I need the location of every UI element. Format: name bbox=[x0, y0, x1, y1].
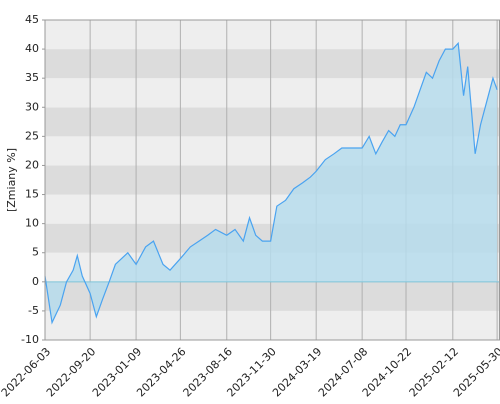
y-tick-label: 20 bbox=[25, 158, 39, 171]
grid-band bbox=[45, 49, 500, 79]
y-tick-label: 45 bbox=[25, 13, 39, 26]
grid-band bbox=[45, 281, 500, 311]
line bbox=[44, 41, 498, 325]
grid-band bbox=[45, 20, 500, 50]
y-tick-label: -10 bbox=[21, 333, 39, 346]
y-tick-label: 15 bbox=[25, 188, 39, 201]
y-tick-label: -5 bbox=[28, 304, 39, 317]
y-tick-label: 35 bbox=[25, 71, 39, 84]
y-tick-label: 30 bbox=[25, 100, 39, 113]
y-tick-label: 25 bbox=[25, 129, 39, 142]
y-tick-label: 10 bbox=[25, 217, 39, 230]
grid-band bbox=[45, 310, 500, 340]
y-axis-label: [Zmiany %] bbox=[5, 148, 18, 212]
y-tick-label: 5 bbox=[32, 246, 39, 259]
y-tick-label: 40 bbox=[25, 42, 39, 55]
y-tick-label: 0 bbox=[32, 275, 39, 288]
